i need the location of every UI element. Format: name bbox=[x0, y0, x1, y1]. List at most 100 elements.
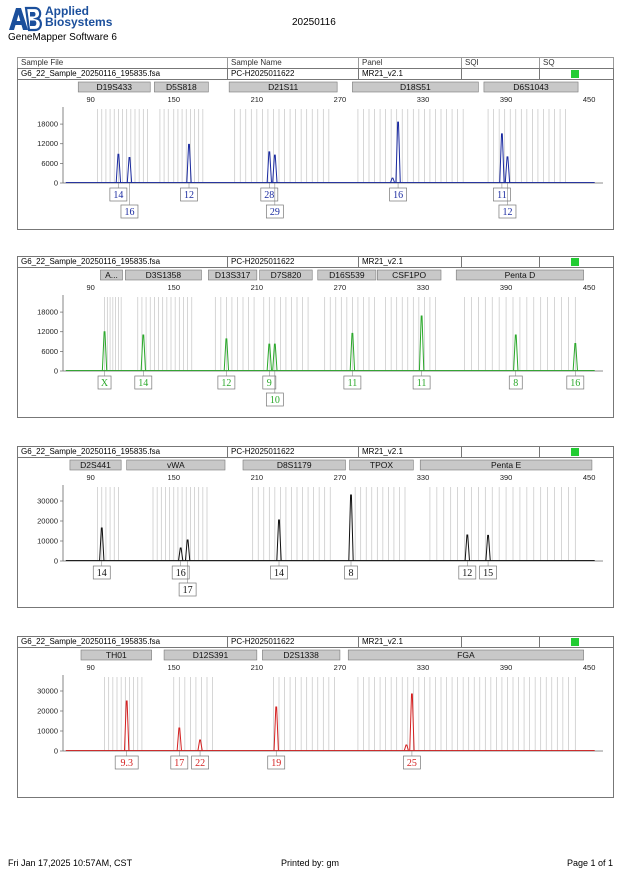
allele-call-label: 17 bbox=[174, 758, 184, 769]
x-tick-label: 390 bbox=[500, 663, 513, 672]
allele-call-box bbox=[493, 187, 511, 202]
panel-info-row: G6_22_Sample_20250116_195835.fsa PC-H202… bbox=[18, 69, 613, 80]
marker-bar bbox=[69, 459, 122, 471]
column-divider bbox=[358, 69, 359, 79]
marker-bar bbox=[349, 459, 414, 471]
logo-text: Applied Biosystems bbox=[45, 5, 112, 28]
column-divider bbox=[539, 69, 540, 79]
allele-call-box bbox=[267, 755, 286, 770]
sq-quality-flag bbox=[571, 448, 579, 456]
allele-call-label: 16 bbox=[124, 207, 134, 218]
allele-call-label: 16 bbox=[176, 568, 186, 579]
panel-panel-name: MR21_v2.1 bbox=[362, 69, 403, 78]
marker-label: D6S1043 bbox=[513, 82, 549, 92]
x-tick-label: 330 bbox=[417, 283, 430, 292]
marker-label: TPOX bbox=[370, 460, 393, 470]
marker-bar bbox=[125, 269, 202, 281]
marker-label: D2S1338 bbox=[283, 650, 319, 660]
peak bbox=[176, 727, 183, 752]
allele-call-label: 14 bbox=[97, 568, 107, 579]
peak bbox=[403, 744, 410, 752]
x-tick-label: 150 bbox=[168, 95, 181, 104]
allele-call-box bbox=[508, 375, 523, 390]
x-tick-label: 450 bbox=[583, 283, 596, 292]
x-tick-label: 390 bbox=[500, 473, 513, 482]
allele-call-box bbox=[120, 204, 139, 219]
allele-call-box bbox=[97, 375, 112, 390]
column-divider bbox=[461, 637, 462, 647]
allele-call-label: 28 bbox=[264, 190, 274, 201]
electropherogram-panel-black: G6_22_Sample_20250116_195835.fsa PC-H202… bbox=[17, 446, 614, 608]
allele-call-box bbox=[403, 755, 421, 770]
y-tick-label: 30000 bbox=[37, 497, 58, 506]
column-divider bbox=[461, 257, 462, 267]
peak bbox=[349, 332, 356, 372]
peak bbox=[389, 177, 396, 184]
peak bbox=[186, 143, 192, 184]
marker-label: D2S441 bbox=[80, 460, 111, 470]
marker-bar bbox=[126, 459, 226, 471]
x-tick-label: 390 bbox=[500, 95, 513, 104]
allele-call-label: 14 bbox=[113, 190, 123, 201]
allele-call-box bbox=[180, 187, 198, 202]
x-tick-label: 150 bbox=[168, 473, 181, 482]
allele-call-label: 19 bbox=[271, 758, 281, 769]
column-divider bbox=[358, 637, 359, 647]
y-tick-label: 12000 bbox=[37, 139, 58, 148]
panel-sample-name: PC-H2025011622 bbox=[231, 447, 295, 456]
allele-call-box bbox=[389, 187, 407, 202]
peak bbox=[140, 334, 147, 372]
panel-sample-file: G6_22_Sample_20250116_195835.fsa bbox=[21, 257, 161, 266]
electropherogram-panel-red: G6_22_Sample_20250116_195835.fsa PC-H202… bbox=[17, 636, 614, 798]
peak bbox=[115, 153, 122, 184]
y-tick-label: 18000 bbox=[37, 308, 58, 317]
marker-label: D21S11 bbox=[268, 82, 298, 92]
marker-bar bbox=[163, 649, 258, 661]
allele-call-label: 11 bbox=[497, 190, 507, 201]
allele-call-box bbox=[170, 755, 189, 770]
allele-call-label: 8 bbox=[349, 568, 354, 579]
allele-call-box bbox=[270, 565, 288, 580]
marker-bar bbox=[352, 81, 479, 93]
allele-call-label: 11 bbox=[417, 378, 427, 389]
sq-quality-flag bbox=[571, 70, 579, 78]
peak bbox=[126, 156, 133, 184]
allele-call-box bbox=[109, 187, 128, 202]
x-tick-label: 150 bbox=[168, 663, 181, 672]
panel-sample-name: PC-H2025011622 bbox=[231, 257, 295, 266]
allele-call-label: 12 bbox=[221, 378, 231, 389]
x-tick-label: 270 bbox=[334, 95, 347, 104]
col-panel: Panel bbox=[362, 58, 383, 67]
electropherogram-chart: D19S433 D5S818 D21S11 D18S51 D6S1043 90 150 210… bbox=[37, 81, 603, 219]
peak bbox=[272, 343, 278, 372]
peak bbox=[513, 334, 519, 372]
marker-label: Penta D bbox=[505, 270, 536, 280]
column-divider bbox=[539, 58, 540, 68]
allele-call-box bbox=[344, 565, 358, 580]
column-divider bbox=[227, 58, 228, 68]
software-name: GeneMapper Software 6 bbox=[8, 32, 117, 43]
sq-quality-flag bbox=[571, 638, 579, 646]
x-tick-label: 270 bbox=[334, 663, 347, 672]
marker-label: D13S317 bbox=[215, 270, 251, 280]
peak bbox=[499, 133, 505, 184]
marker-label: D12S391 bbox=[193, 650, 229, 660]
marker-label: TH01 bbox=[106, 650, 127, 660]
marker-bar bbox=[347, 649, 584, 661]
panel-info-row: G6_22_Sample_20250116_195835.fsa PC-H202… bbox=[18, 637, 613, 648]
allele-call-label: 8 bbox=[513, 378, 518, 389]
y-tick-label: 0 bbox=[54, 179, 58, 188]
allele-call-label: 9.3 bbox=[120, 758, 133, 769]
allele-call-label: 16 bbox=[570, 378, 580, 389]
panel-panel-name: MR21_v2.1 bbox=[362, 447, 403, 456]
column-divider bbox=[227, 447, 228, 457]
marker-bar bbox=[154, 81, 209, 93]
electropherogram-panel-green: G6_22_Sample_20250116_195835.fsa PC-H202… bbox=[17, 256, 614, 418]
peak bbox=[197, 739, 203, 752]
allele-call-box bbox=[265, 392, 284, 407]
allele-call-box bbox=[412, 375, 431, 390]
allele-call-box bbox=[114, 755, 139, 770]
column-divider bbox=[461, 58, 462, 68]
peak bbox=[266, 151, 273, 184]
print-timestamp: Fri Jan 17,2025 10:57AM, CST bbox=[8, 858, 133, 868]
